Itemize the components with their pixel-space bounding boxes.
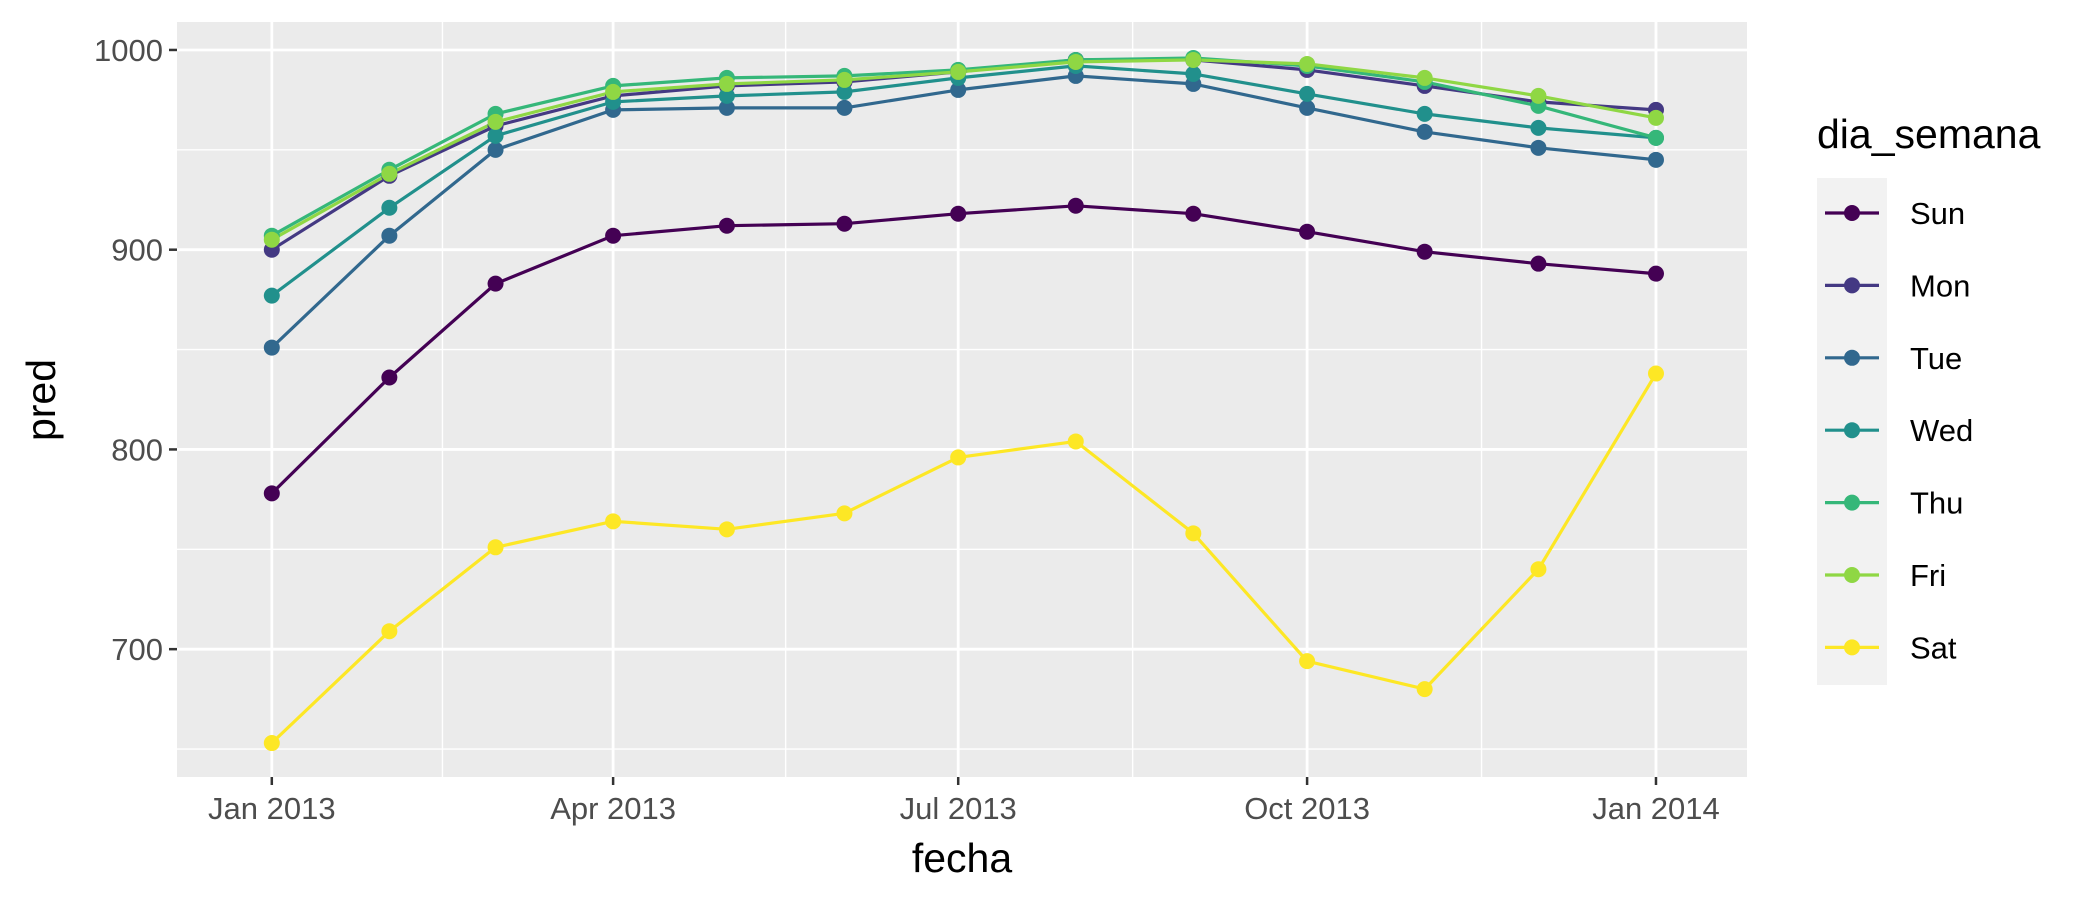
data-point-tue <box>263 339 280 356</box>
y-tick-label: 800 <box>111 432 163 467</box>
data-point-fri <box>1416 69 1433 86</box>
data-point-sun <box>1416 243 1433 260</box>
y-axis-title: pred <box>18 359 64 441</box>
legend-key-point-thu <box>1844 494 1860 511</box>
legend-key-point-tue <box>1844 349 1860 366</box>
data-point-wed <box>381 199 398 216</box>
data-point-tue <box>487 141 504 158</box>
data-point-sat <box>605 513 622 530</box>
data-point-fri <box>1067 53 1084 70</box>
data-point-fri <box>1530 87 1547 104</box>
data-point-wed <box>1185 65 1202 82</box>
data-point-sun <box>1067 197 1084 214</box>
x-tick-label: Jul 2013 <box>900 791 1017 826</box>
data-point-sat <box>487 539 504 556</box>
legend-label-fri: Fri <box>1910 558 1946 593</box>
data-point-sun <box>381 369 398 386</box>
legend-key-point-sun <box>1844 205 1860 221</box>
legend-label-wed: Wed <box>1910 413 1973 448</box>
legend-key-point-sat <box>1844 639 1860 656</box>
series-points <box>263 49 1664 752</box>
data-point-sun <box>487 275 504 292</box>
data-point-sun <box>950 205 967 222</box>
y-axis: 700 800 900 1000 <box>94 33 177 667</box>
data-point-tue <box>836 99 853 116</box>
data-point-fri <box>263 231 280 248</box>
x-tick-label: Jan 2014 <box>1592 791 1720 826</box>
legend-key-point-fri <box>1844 567 1860 583</box>
data-point-sat <box>718 521 735 538</box>
y-tick-label: 1000 <box>94 33 163 68</box>
legend: dia_semana Sun Mon Tue Wed Thu Fri Sat <box>1817 111 2041 685</box>
data-point-sat <box>263 735 280 752</box>
x-axis: Jan 2013 Apr 2013 Jul 2013 Oct 2013 Jan 2014 <box>208 777 1720 826</box>
y-tick-label: 700 <box>111 632 163 667</box>
data-point-tue <box>1647 151 1664 168</box>
data-point-fri <box>487 113 504 130</box>
x-axis-title: fecha <box>912 835 1012 881</box>
x-tick-label: Jan 2013 <box>208 791 336 826</box>
panel-background <box>177 22 1747 777</box>
legend-title: dia_semana <box>1817 111 2041 157</box>
data-point-fri <box>1185 51 1202 68</box>
data-point-wed <box>1299 85 1316 102</box>
data-point-tue <box>718 99 735 116</box>
data-point-sat <box>1416 681 1433 698</box>
data-point-wed <box>718 87 735 104</box>
data-point-sat <box>1185 525 1202 542</box>
legend-items: Sun Mon Tue Wed Thu Fri Sat <box>1825 196 1973 665</box>
data-point-wed <box>836 83 853 100</box>
y-tick-label: 900 <box>111 233 163 268</box>
data-point-sat <box>1530 561 1547 578</box>
data-point-fri <box>718 75 735 92</box>
data-point-sun <box>1185 205 1202 222</box>
x-tick-label: Apr 2013 <box>550 791 676 826</box>
legend-label-sun: Sun <box>1910 196 1965 231</box>
data-point-sat <box>836 505 853 522</box>
data-point-tue <box>1530 139 1547 156</box>
data-point-wed <box>487 127 504 144</box>
data-point-fri <box>1299 55 1316 72</box>
legend-label-tue: Tue <box>1910 341 1962 376</box>
data-point-sat <box>381 623 398 640</box>
data-point-sun <box>836 215 853 232</box>
major-gridlines <box>177 22 1747 777</box>
data-point-wed <box>263 287 280 304</box>
legend-key-point-wed <box>1844 422 1860 439</box>
legend-label-mon: Mon <box>1910 268 1970 303</box>
data-point-sun <box>1299 223 1316 240</box>
data-point-sat <box>1299 653 1316 670</box>
data-point-sun <box>605 227 622 244</box>
legend-label-sat: Sat <box>1910 630 1957 665</box>
data-point-sun <box>1647 265 1664 282</box>
data-point-thu <box>1647 129 1664 146</box>
legend-label-thu: Thu <box>1910 486 1963 521</box>
data-point-fri <box>950 63 967 80</box>
data-point-sun <box>263 485 280 502</box>
data-point-sat <box>950 449 967 466</box>
x-tick-label: Oct 2013 <box>1244 791 1370 826</box>
data-point-wed <box>1530 119 1547 136</box>
data-point-sun <box>1530 255 1547 272</box>
data-point-wed <box>1416 105 1433 122</box>
data-point-tue <box>381 227 398 244</box>
legend-key-point-mon <box>1844 277 1860 294</box>
data-point-sat <box>1647 365 1664 382</box>
data-point-fri <box>1647 109 1664 126</box>
data-point-sun <box>718 217 735 234</box>
data-point-fri <box>381 165 398 182</box>
data-point-tue <box>1299 99 1316 116</box>
data-point-tue <box>950 81 967 98</box>
data-point-tue <box>1416 123 1433 140</box>
data-point-fri <box>605 83 622 100</box>
data-point-sat <box>1067 433 1084 450</box>
data-point-fri <box>836 71 853 88</box>
